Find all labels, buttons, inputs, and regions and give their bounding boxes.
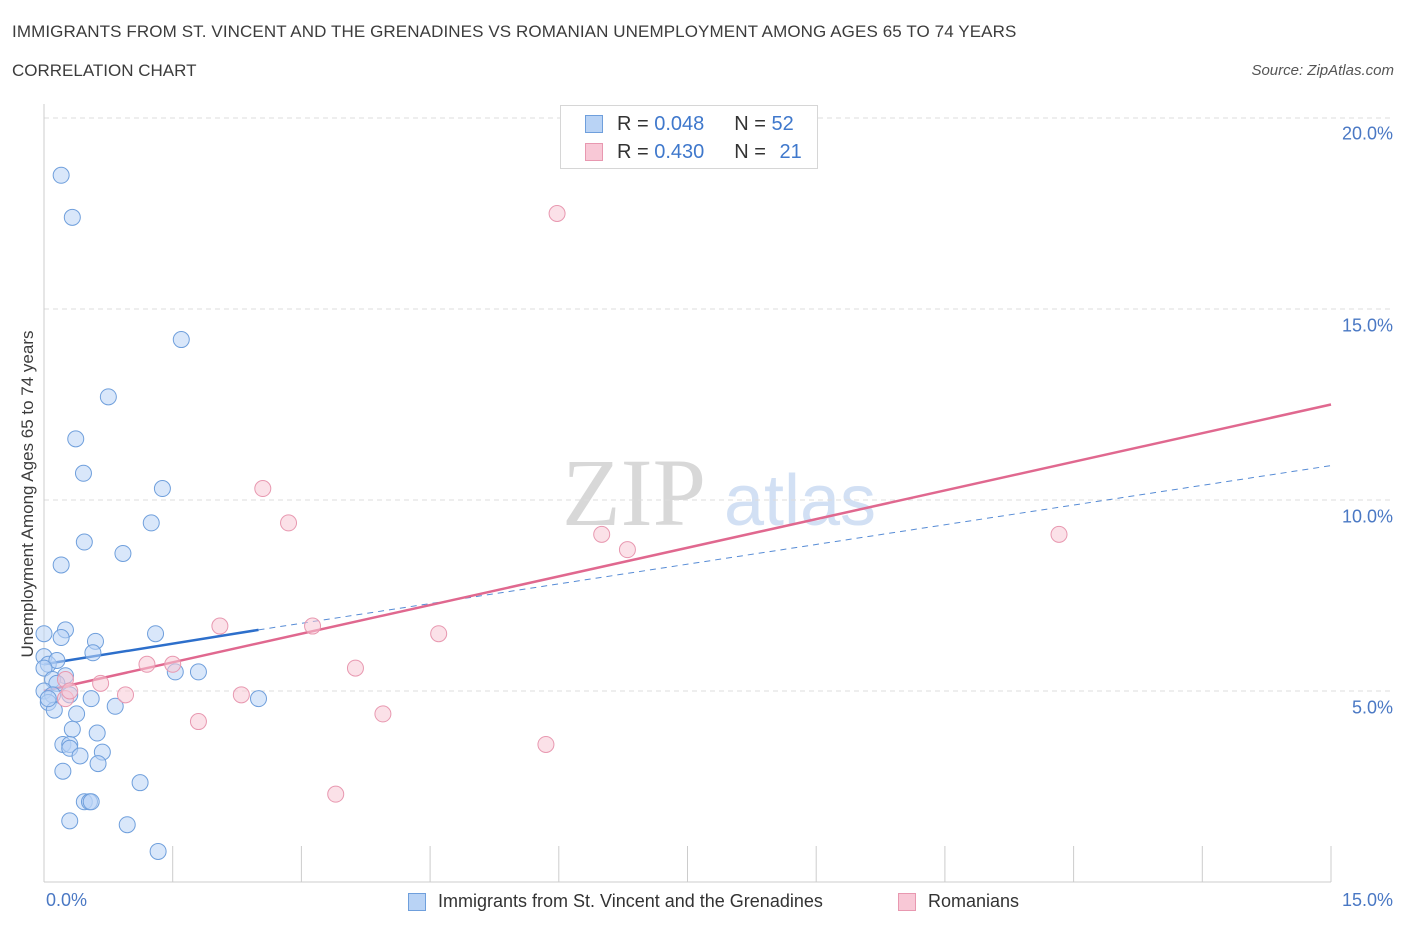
bottom-legend-pink[interactable]: Romanians	[898, 891, 1019, 912]
trend-lines	[43, 403, 1332, 693]
axes	[43, 104, 1332, 883]
y-tick-label-20: 20.0%	[1341, 123, 1393, 144]
bottom-legend-swatch-blue	[408, 892, 426, 911]
legend-n-label: N =	[734, 112, 766, 135]
blue-data-point	[88, 724, 106, 742]
pink-data-point	[138, 655, 156, 673]
y-axis-label: Unemployment Among Ages 65 to 74 years	[18, 330, 37, 658]
legend-n-value: 21	[779, 140, 802, 163]
blue-data-point	[189, 663, 207, 681]
pink-data-point	[232, 686, 250, 704]
legend-r-label: R =	[617, 140, 649, 163]
bottom-legend-label-blue: Immigrants from St. Vincent and the Gren…	[438, 891, 823, 911]
legend-n-label: N =	[734, 140, 766, 163]
blue-data-point	[67, 430, 85, 448]
blue-data-point	[118, 816, 136, 834]
gridlines	[44, 117, 1393, 692]
blue-data-point	[99, 388, 117, 406]
pink-data-point	[327, 785, 345, 803]
pink-data-point	[280, 514, 298, 532]
legend-row-blue: R = 0.048 N = 52	[585, 112, 794, 136]
bottom-legend-label-pink: Romanians	[928, 891, 1020, 911]
blue-data-point	[172, 331, 190, 349]
watermark-atlas: atlas	[724, 461, 876, 541]
blue-data-point	[63, 208, 81, 226]
blue-trend-line	[43, 628, 259, 666]
pink-data-point	[164, 655, 182, 673]
pink-data-point	[211, 617, 229, 635]
blue-data-point	[39, 690, 57, 708]
blue-data-point	[153, 480, 171, 498]
source-label[interactable]: Source: ZipAtlas.com	[1251, 62, 1394, 79]
pink-data-point	[548, 205, 566, 222]
blue-data-point	[84, 644, 102, 662]
blue-data-point	[89, 755, 107, 773]
blue-data-point	[82, 690, 100, 708]
blue-data-point	[52, 629, 70, 647]
blue-data-point	[131, 774, 149, 792]
correlation-legend: R = 0.048 N = 52 R = 0.430 N = 21	[560, 105, 818, 169]
pink-data-point	[374, 705, 392, 723]
watermark-zip: ZIP	[562, 439, 706, 546]
blue-data-point	[35, 659, 53, 677]
blue-data-point	[68, 705, 86, 723]
data-points	[35, 166, 1068, 860]
blue-data-point	[61, 812, 79, 830]
blue-data-point	[147, 625, 165, 643]
blue-data-point	[75, 533, 93, 551]
x-tick-label-min: 0.0%	[46, 890, 88, 910]
blue-data-point	[35, 625, 53, 643]
pink-data-point	[117, 686, 135, 704]
blue-data-point	[54, 762, 72, 780]
pink-data-point	[430, 625, 448, 643]
legend-r-value: 0.430	[654, 140, 705, 163]
chart-title: IMMIGRANTS FROM ST. VINCENT AND THE GREN…	[12, 22, 1017, 41]
blue-data-point	[63, 720, 81, 738]
blue-data-point	[48, 651, 66, 669]
pink-data-point	[304, 617, 322, 635]
pink-data-point	[254, 480, 272, 498]
blue-data-point	[114, 544, 132, 562]
pink-data-point	[61, 682, 79, 700]
blue-data-point	[149, 842, 167, 860]
legend-row-pink: R = 0.430 N = 21	[585, 140, 802, 164]
legend-r-value: 0.048	[654, 112, 705, 135]
blue-data-point	[52, 166, 70, 184]
pink-data-point	[189, 713, 207, 731]
pink-data-point	[593, 525, 611, 543]
chart-subtitle: CORRELATION CHART	[12, 61, 197, 80]
legend-r-label: R =	[617, 112, 649, 135]
pink-data-point	[618, 541, 636, 559]
y-tick-label-10: 10.0%	[1341, 506, 1393, 527]
blue-data-point	[52, 556, 70, 574]
bottom-legend-blue[interactable]: Immigrants from St. Vincent and the Gren…	[408, 891, 823, 912]
y-tick-label-15: 15.0%	[1341, 315, 1393, 336]
pink-trend-line	[43, 403, 1332, 693]
legend-n-value: 52	[771, 112, 794, 135]
bottom-legend-swatch-pink	[898, 892, 916, 911]
blue-data-point	[71, 747, 89, 765]
blue-data-point	[142, 514, 160, 532]
pink-data-point	[346, 659, 364, 677]
legend-swatch-pink	[585, 143, 603, 161]
blue-data-point	[250, 690, 267, 708]
blue-data-point	[74, 464, 92, 482]
x-tick-label-max: 15.0%	[1341, 890, 1393, 910]
legend-swatch-blue	[585, 115, 603, 133]
y-tick-label-5: 5.0%	[1351, 697, 1393, 718]
pink-data-point	[537, 735, 555, 753]
pink-data-point	[1050, 525, 1068, 543]
pink-data-point	[92, 674, 110, 692]
blue-data-point	[82, 793, 100, 811]
blue-data-point	[106, 697, 124, 715]
